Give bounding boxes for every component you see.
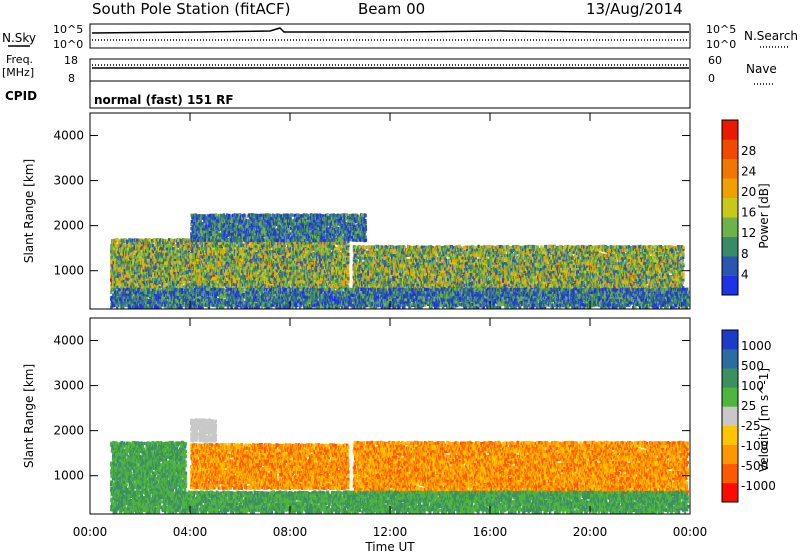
noise-right-tick-top: 10^5 xyxy=(706,23,736,36)
freq-left-unit: [MHz] xyxy=(2,66,34,79)
cpid-label: CPID xyxy=(5,89,37,103)
noise-sky-trace xyxy=(92,28,689,33)
noise-left-label: N.Sky xyxy=(2,31,36,45)
cpid-value: normal (fast) 151 RF xyxy=(94,93,234,107)
freq-panel-frame xyxy=(90,59,690,81)
station-title: South Pole Station (fitACF) xyxy=(92,0,290,18)
date-title: 13/Aug/2014 xyxy=(586,0,683,18)
noise-right-label: N.Search xyxy=(744,29,798,43)
noise-left-tick-bottom: 10^0 xyxy=(53,38,83,51)
noise-right-tick-bottom: 10^0 xyxy=(706,38,736,51)
freq-right-label: Nave xyxy=(746,62,777,76)
freq-right-tick-top: 60 xyxy=(708,54,722,67)
freq-left-label: Freq. xyxy=(6,53,33,66)
noise-left-tick-top: 10^5 xyxy=(53,23,83,36)
beam-title: Beam 00 xyxy=(358,0,425,18)
noise-panel-frame xyxy=(90,24,690,48)
radar-figure: South Pole Station (fitACF) Beam 00 13/A… xyxy=(0,0,800,554)
freq-left-tick-bottom: 8 xyxy=(68,72,75,85)
freq-left-tick-top: 18 xyxy=(64,54,78,67)
power-cells xyxy=(110,213,689,309)
freq-right-tick-bottom: 0 xyxy=(708,72,715,85)
